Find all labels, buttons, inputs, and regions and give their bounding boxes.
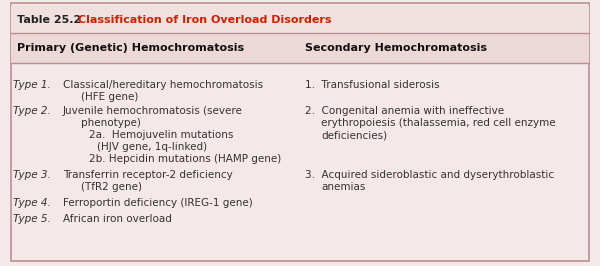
Text: deficiencies): deficiencies) (321, 130, 387, 140)
Text: 2.  Congenital anemia with ineffective: 2. Congenital anemia with ineffective (305, 106, 504, 117)
Text: anemias: anemias (321, 182, 365, 192)
Text: Transferrin receptor-2 deficiency: Transferrin receptor-2 deficiency (63, 170, 233, 180)
Text: African iron overload: African iron overload (63, 214, 172, 224)
Text: 2b. Hepcidin mutations (HAMP gene): 2b. Hepcidin mutations (HAMP gene) (89, 154, 281, 164)
Text: Type 3.: Type 3. (13, 170, 51, 180)
Text: (HFE gene): (HFE gene) (81, 92, 139, 102)
Text: Table 25.2: Table 25.2 (17, 15, 81, 25)
Text: Type 1.: Type 1. (13, 80, 51, 90)
Text: phenotype): phenotype) (81, 118, 141, 128)
Text: Secondary Hemochromatosis: Secondary Hemochromatosis (305, 43, 487, 53)
Text: 1.  Transfusional siderosis: 1. Transfusional siderosis (305, 80, 439, 90)
Text: Ferroportin deficiency (IREG-1 gene): Ferroportin deficiency (IREG-1 gene) (63, 198, 253, 208)
Text: Primary (Genetic) Hemochromatosis: Primary (Genetic) Hemochromatosis (17, 43, 244, 53)
Text: Type 5.: Type 5. (13, 214, 51, 224)
Bar (11, 5, 589, 33)
Text: (HJV gene, 1q-linked): (HJV gene, 1q-linked) (97, 142, 208, 152)
Text: (TfR2 gene): (TfR2 gene) (81, 182, 142, 192)
Text: Type 2.: Type 2. (13, 106, 51, 117)
Text: 2a.  Hemojuvelin mutations: 2a. Hemojuvelin mutations (89, 130, 233, 140)
Text: Type 4.: Type 4. (13, 198, 51, 208)
Text: Juvenile hemochromatosis (severe: Juvenile hemochromatosis (severe (63, 106, 243, 117)
Text: 3.  Acquired sideroblastic and dyserythroblastic: 3. Acquired sideroblastic and dyserythro… (305, 170, 554, 180)
Text: Classification of Iron Overload Disorders: Classification of Iron Overload Disorder… (78, 15, 331, 25)
Bar (11, 33, 589, 63)
Text: Classical/hereditary hemochromatosis: Classical/hereditary hemochromatosis (63, 80, 263, 90)
Text: erythropoiesis (thalassemia, red cell enzyme: erythropoiesis (thalassemia, red cell en… (321, 118, 556, 128)
